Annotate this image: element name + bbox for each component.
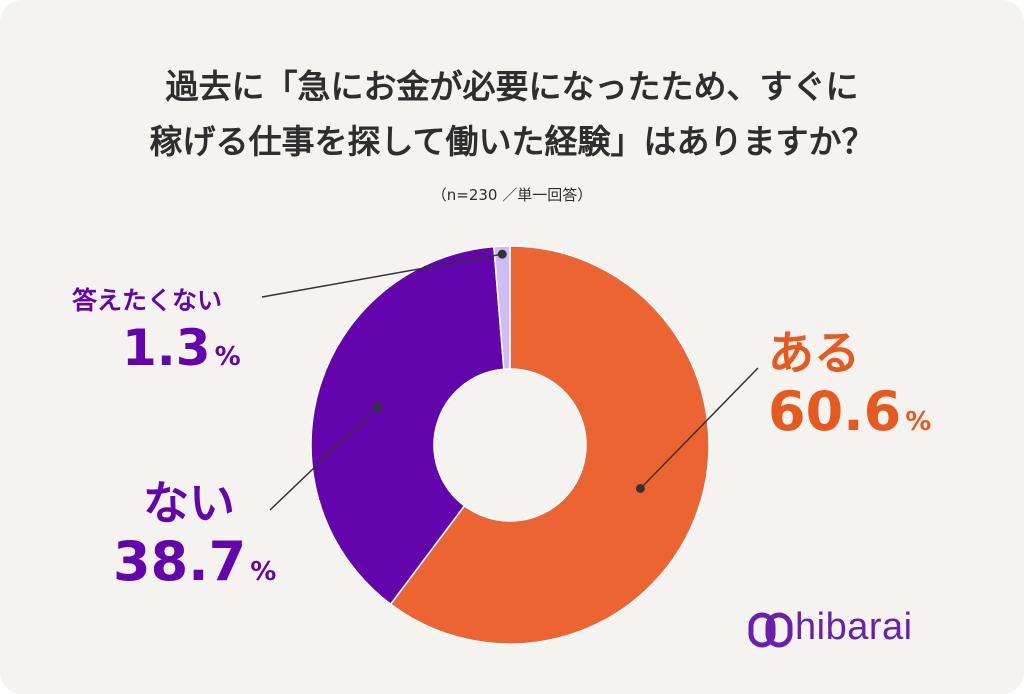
slice-category-kotaetakunai: 答えたくない [72, 286, 223, 315]
slice-label-aru: ある 60.6% [768, 325, 931, 453]
slice-value-kotaetakunai: 1.3% [122, 317, 241, 388]
slice-value-nai-number: 38.7 [113, 530, 247, 593]
leader-line-nai-dot [373, 402, 383, 412]
leader-line-aru [639, 367, 759, 489]
slice-value-kotaetakunai-number: 1.3 [122, 319, 211, 377]
slice-kotaetakunai [493, 245, 511, 371]
slice-label-kotaetakunai: 答えたくない 1.3% [72, 285, 241, 388]
hibarai-logo-icon [748, 612, 793, 648]
slice-value-kotaetakunai-unit: % [214, 342, 241, 372]
slice-category-nai: ない [143, 476, 235, 530]
slice-nai [310, 245, 505, 606]
slice-value-aru-number: 60.6 [768, 380, 902, 443]
leader-line-kotaetakunai-dot [497, 249, 507, 259]
chart-title-line1: 過去に「急にお金が必要になったため、すぐに [165, 67, 859, 106]
slice-category-aru: ある [768, 326, 860, 380]
leader-line-nai [269, 406, 379, 511]
slice-value-nai-unit: % [250, 557, 277, 587]
brand-name: hibarai [795, 606, 913, 648]
slice-aru [389, 245, 710, 645]
leader-line-aru-dot [635, 483, 645, 493]
chart-subtitle: （n=230 ／単一回答） [431, 186, 593, 204]
slice-label-nai: ない 38.7% [113, 475, 276, 603]
slice-value-aru: 60.6% [768, 381, 931, 453]
chart-title-line2: 稼げる仕事を探して働いた経験」はありますか？ [149, 122, 875, 161]
slice-value-aru-unit: % [905, 407, 932, 437]
leader-lines [261, 249, 759, 511]
donut-slices [310, 245, 710, 645]
leader-line-kotaetakunai [261, 253, 503, 298]
slice-value-nai: 38.7% [113, 531, 276, 603]
